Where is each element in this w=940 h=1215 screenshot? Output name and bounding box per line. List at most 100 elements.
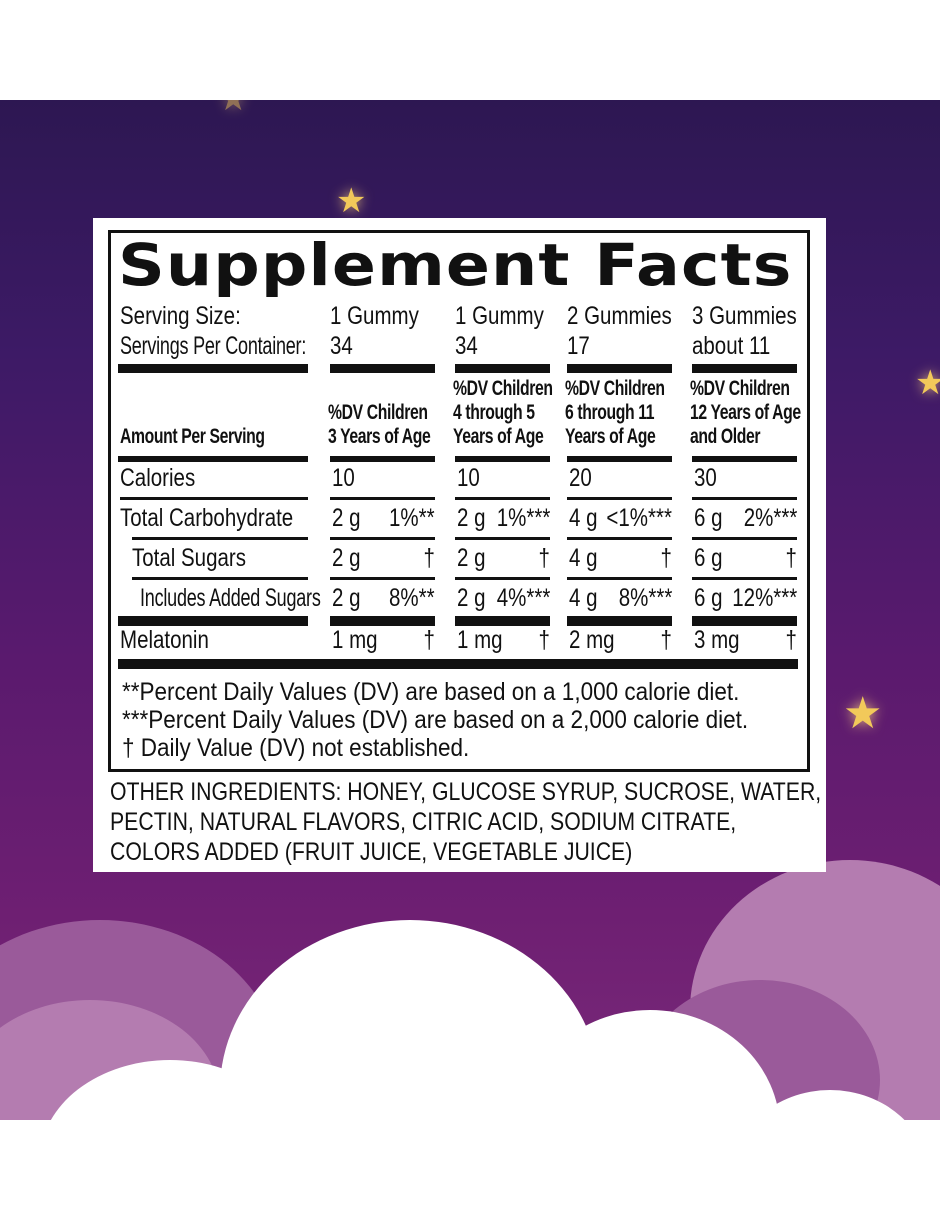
dv-column-header: 6 through 11 [565, 401, 655, 424]
divider-bar [118, 456, 308, 462]
dv-column-header: 3 Years of Age [328, 425, 431, 448]
servings-per-container-label: Servings Per Container: [120, 332, 307, 360]
divider-bar [330, 616, 435, 626]
divider-line [692, 537, 797, 540]
amount-value: 6 g [694, 544, 723, 572]
dv-column-header: %DV Children [565, 377, 665, 400]
percent-dv-value: 1%** [389, 504, 435, 532]
amount-value: 2 g [332, 544, 361, 572]
amount-value: 4 g [569, 584, 598, 612]
amount-value: 4 g [569, 544, 598, 572]
divider-bar [455, 364, 550, 373]
divider-line [120, 497, 308, 500]
divider-bar [567, 616, 672, 626]
amount-value: 2 g [332, 504, 361, 532]
divider-bar [118, 659, 798, 669]
amount-value: 2 g [457, 584, 486, 612]
footnote: ***Percent Daily Values (DV) are based o… [122, 706, 749, 734]
divider-bar [118, 364, 308, 373]
divider-line [330, 537, 435, 540]
divider-bar [118, 616, 308, 626]
divider-line [567, 537, 672, 540]
amount-value: 1 mg [457, 626, 503, 654]
supplement-facts-panel [93, 218, 826, 872]
nutrient-name: Melatonin [120, 626, 209, 654]
percent-dv-value: 2%*** [743, 504, 797, 532]
divider-line [330, 577, 435, 580]
supplement-facts-box [108, 230, 810, 772]
servings-per-container-value: 34 [455, 332, 478, 360]
percent-dv-value: † [785, 544, 797, 572]
serving-size-value: 1 Gummy [455, 302, 544, 330]
amount-value: 1 mg [332, 626, 378, 654]
amount-value: 3 mg [694, 626, 740, 654]
nutrient-name: Includes Added Sugars [140, 584, 321, 612]
other-ingredients-line: COLORS ADDED (FRUIT JUICE, VEGETABLE JUI… [110, 838, 633, 866]
percent-dv-value: † [423, 626, 435, 654]
amount-value: 20 [569, 464, 592, 492]
dv-column-header: %DV Children [328, 401, 428, 424]
percent-dv-value: <1%*** [606, 504, 672, 532]
footnote: † Daily Value (DV) not established. [122, 734, 470, 762]
divider-line [455, 537, 550, 540]
dv-column-header: 12 Years of Age [690, 401, 801, 424]
amount-value: 2 g [457, 504, 486, 532]
percent-dv-value: † [423, 544, 435, 572]
serving-size-value: 3 Gummies [692, 302, 797, 330]
percent-dv-value: 8%** [389, 584, 435, 612]
divider-bar [567, 456, 672, 462]
percent-dv-value: † [660, 544, 672, 572]
dv-column-header: Years of Age [565, 425, 656, 448]
divider-line [567, 577, 672, 580]
other-ingredients-line: OTHER INGREDIENTS: HONEY, GLUCOSE SYRUP,… [110, 778, 822, 806]
other-ingredients-line: PECTIN, NATURAL FLAVORS, CITRIC ACID, SO… [110, 808, 737, 836]
dv-column-header: and Older [690, 425, 761, 448]
divider-bar [567, 364, 672, 373]
amount-value: 6 g [694, 584, 723, 612]
amount-value: 4 g [569, 504, 598, 532]
amount-per-serving-label: Amount Per Serving [120, 425, 265, 448]
nutrient-name: Total Carbohydrate [120, 504, 294, 532]
divider-bar [455, 456, 550, 462]
divider-line [567, 497, 672, 500]
divider-bar [692, 616, 797, 626]
nutrient-name: Total Sugars [132, 544, 246, 572]
amount-value: 2 mg [569, 626, 615, 654]
servings-per-container-value: 17 [567, 332, 590, 360]
percent-dv-value: † [785, 626, 797, 654]
amount-value: 6 g [694, 504, 723, 532]
divider-bar [330, 364, 435, 373]
divider-bar [330, 456, 435, 462]
amount-value: 30 [694, 464, 717, 492]
serving-size-label: Serving Size: [120, 302, 241, 330]
amount-value: 2 g [457, 544, 486, 572]
footnote: **Percent Daily Values (DV) are based on… [122, 678, 740, 706]
percent-dv-value: † [660, 626, 672, 654]
star-icon: ★ [843, 689, 883, 738]
serving-size-value: 2 Gummies [567, 302, 672, 330]
divider-bar [692, 456, 797, 462]
star-icon: ★ [218, 100, 248, 116]
percent-dv-value: 8%*** [618, 584, 672, 612]
star-icon: ★ [336, 182, 367, 220]
divider-line [692, 577, 797, 580]
servings-per-container-value: about 11 [692, 332, 771, 360]
percent-dv-value: 4%*** [496, 584, 550, 612]
percent-dv-value: † [538, 626, 550, 654]
percent-dv-value: 12%*** [732, 584, 797, 612]
percent-dv-value: 1%*** [496, 504, 550, 532]
dv-column-header: 4 through 5 [453, 401, 535, 424]
divider-line [132, 537, 308, 540]
label-title: Supplement Facts [118, 231, 793, 299]
percent-dv-value: † [538, 544, 550, 572]
divider-line [455, 577, 550, 580]
divider-line [692, 497, 797, 500]
amount-value: 10 [457, 464, 480, 492]
dv-column-header: Years of Age [453, 425, 544, 448]
divider-line [132, 577, 308, 580]
nutrient-name: Calories [120, 464, 196, 492]
star-icon: ★ [915, 364, 940, 402]
amount-value: 2 g [332, 584, 361, 612]
dv-column-header: %DV Children [690, 377, 790, 400]
divider-line [330, 497, 435, 500]
